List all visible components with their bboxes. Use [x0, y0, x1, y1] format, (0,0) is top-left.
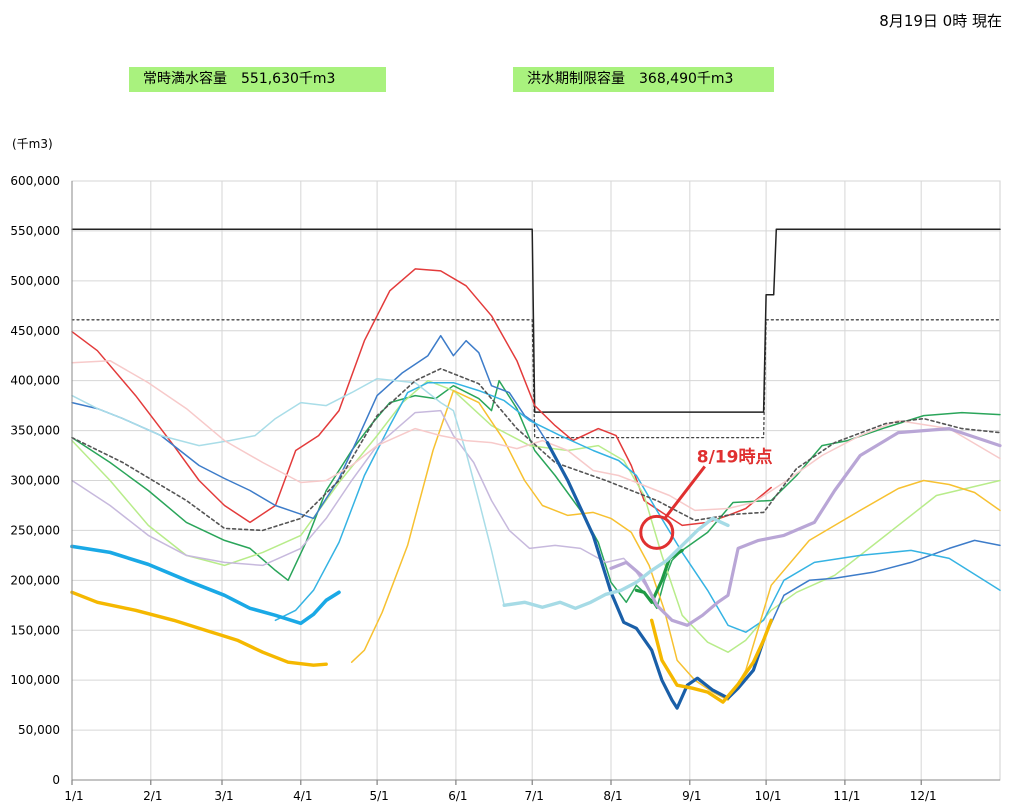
- series-line-capacity: [71, 228, 1001, 413]
- x-tick-label: 6/1: [448, 789, 467, 803]
- y-tick-label: 450,000: [10, 324, 60, 338]
- annotation-label: 8/19時点: [697, 446, 773, 467]
- x-tick-label: 7/1: [525, 789, 544, 803]
- series-line-skyblue-thick: [70, 544, 341, 626]
- x-tick-label: 12/1: [910, 789, 937, 803]
- chart-grid: [71, 180, 1001, 781]
- annotation-circle: [639, 514, 675, 550]
- y-tick-label: 600,000: [10, 174, 60, 188]
- x-tick-label: 1/1: [64, 789, 83, 803]
- x-tick-label: 4/1: [293, 789, 312, 803]
- normal-full-capacity-badge: 常時満水容量 551,630千m3: [129, 67, 386, 92]
- series-line-steelblue-tail: [762, 539, 1001, 641]
- series-line-skyblue: [274, 381, 1001, 633]
- series-line-average: [71, 367, 1001, 532]
- y-tick-label: 300,000: [10, 474, 60, 488]
- flood-season-limit-capacity-badge: 洪水期制限容量 368,490千m3: [513, 67, 774, 92]
- series-line-lightcyan-thick: [502, 516, 730, 610]
- annotation-pointer: [663, 465, 706, 520]
- y-tick-label: 550,000: [10, 224, 60, 238]
- y-tick-label: 250,000: [10, 523, 60, 537]
- x-tick-label: 11/1: [833, 789, 860, 803]
- y-tick-label: 150,000: [10, 623, 60, 637]
- series-line-steelblue: [71, 334, 549, 520]
- y-tick-label: 400,000: [10, 374, 60, 388]
- y-axis-unit-label: (千m3): [12, 137, 53, 151]
- current-timestamp: 8月19日 0時 現在: [879, 12, 1002, 30]
- x-tick-label: 2/1: [143, 789, 162, 803]
- series-line-lavender-thick: [609, 427, 1002, 627]
- series-line-lightcyan: [71, 377, 505, 607]
- series-line-orange-thick-2: [650, 618, 773, 704]
- y-tick-label: 200,000: [10, 573, 60, 587]
- chart-series: [70, 228, 1002, 710]
- y-tick-label: 350,000: [10, 424, 60, 438]
- series-line-orange: [350, 389, 1001, 701]
- series-line-red: [71, 268, 772, 527]
- chart-annotation: 8/19時点: [639, 446, 773, 550]
- y-tick-label: 100,000: [10, 673, 60, 687]
- x-tick-label: 10/1: [755, 789, 782, 803]
- x-tick-label: 3/1: [214, 789, 233, 803]
- series-line-green: [71, 379, 1001, 610]
- x-tick-label: 9/1: [682, 789, 701, 803]
- y-tick-label: 50,000: [18, 723, 60, 737]
- series-line-pink: [71, 359, 1001, 512]
- series-line-ref-dotted: [71, 319, 1001, 439]
- x-tick-label: 5/1: [369, 789, 388, 803]
- y-tick-label: 500,000: [10, 274, 60, 288]
- series-line-lavender: [71, 409, 650, 592]
- y-tick-label: 0: [52, 773, 60, 787]
- chart-axes: 0 50,000 100,000 150,000 200,000 250,000 300,0…: [10, 174, 1000, 803]
- x-tick-label: 8/1: [603, 789, 622, 803]
- series-line-steelblue-thick: [545, 441, 766, 710]
- series-line-orange-thick: [70, 590, 328, 667]
